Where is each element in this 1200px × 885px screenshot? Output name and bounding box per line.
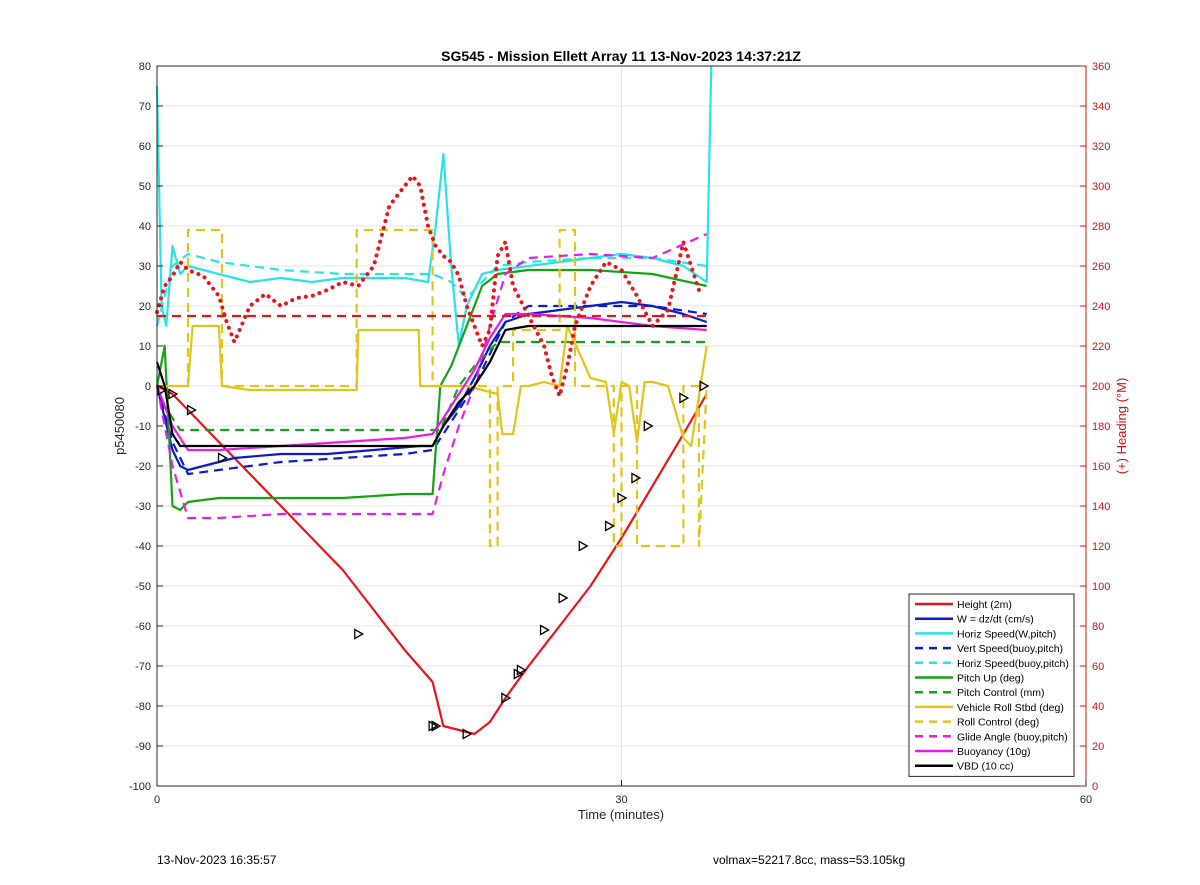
footer-mass-info: volmax=52217.8cc, mass=53.105kg <box>713 853 906 867</box>
y2-tick-label: 180 <box>1092 421 1110 433</box>
x-axis: 0 30 60 <box>154 780 1092 806</box>
x-tick-label: 0 <box>154 794 160 806</box>
legend-label: Vehicle Roll Stbd (deg) <box>957 702 1064 714</box>
height-marker <box>462 728 473 740</box>
y-tick-label: 30 <box>139 261 151 273</box>
height-marker <box>516 664 527 676</box>
series-line-12 <box>155 174 701 398</box>
height-marker <box>539 624 550 636</box>
y-tick-label: -50 <box>135 581 151 593</box>
height-marker <box>578 540 589 552</box>
height-marker <box>501 692 512 704</box>
series-line-9 <box>155 232 708 520</box>
legend-label: Pitch Up (deg) <box>957 673 1024 685</box>
y2-tick-label: 340 <box>1092 101 1110 113</box>
height-marker <box>354 628 365 640</box>
series-line-5 <box>155 268 707 512</box>
series-line-7 <box>157 324 708 448</box>
y2-axis-label: (+) Heading (°M) <box>1114 378 1129 475</box>
height-marker <box>617 492 628 504</box>
y-tick-label: -80 <box>135 701 151 713</box>
y2-tick-label: 200 <box>1092 381 1110 393</box>
y2-tick-label: 60 <box>1092 661 1104 673</box>
y2-tick-label: 280 <box>1092 221 1110 233</box>
legend-label: Vert Speed(buoy,pitch) <box>957 643 1063 655</box>
y2-tick-label: 220 <box>1092 341 1110 353</box>
y-tick-label: 70 <box>139 101 151 113</box>
series-layer <box>155 65 713 736</box>
y2-tick-label: 300 <box>1092 181 1110 193</box>
y-tick-label: -20 <box>135 461 151 473</box>
height-marker <box>428 720 439 732</box>
y-tick-label: -90 <box>135 741 151 753</box>
height-marker <box>643 420 654 432</box>
y-tick-label: 10 <box>139 341 151 353</box>
y-axis-label: p5450080 <box>112 397 127 455</box>
y2-tick-label: 100 <box>1092 581 1110 593</box>
legend-label: W = dz/dt (cm/s) <box>957 614 1034 626</box>
x-tick-label: 30 <box>615 794 627 806</box>
y2-tick-label: 80 <box>1092 621 1104 633</box>
y2-tick-label: 20 <box>1092 741 1104 753</box>
height-marker <box>558 592 569 604</box>
y2-tick-label: 140 <box>1092 501 1110 513</box>
y-tick-label: -70 <box>135 661 151 673</box>
legend: Height (2m) W = dz/dt (cm/s) Horiz Speed(W… <box>908 593 1075 777</box>
series-line-4 <box>155 252 707 327</box>
y-tick-label: -60 <box>135 621 151 633</box>
y-tick-label: 80 <box>139 61 151 73</box>
legend-box <box>908 593 1075 777</box>
legend-label: Height (2m) <box>957 599 1012 611</box>
height-marker <box>186 404 197 416</box>
legend-label: Horiz Speed(buoy,pitch) <box>957 658 1069 670</box>
y2-tick-label: 160 <box>1092 461 1110 473</box>
y-tick-label: -40 <box>135 541 151 553</box>
height-marker <box>157 384 168 396</box>
y2-tick-label: 40 <box>1092 701 1104 713</box>
left-axis: -100-90-80-70-60-50-40-30-20-10010203040… <box>129 61 163 793</box>
legend-label: Pitch Control (mm) <box>957 687 1045 699</box>
markers-layer <box>157 380 710 740</box>
y-tick-label: -30 <box>135 501 151 513</box>
y2-tick-label: 360 <box>1092 61 1110 73</box>
right-axis: 0 20 40 60 80 100 120 140 160 180 200 220 240 260 280 3… <box>1080 61 1110 793</box>
y2-tick-label: 240 <box>1092 301 1110 313</box>
height-marker <box>699 380 710 392</box>
x-axis-label: Time (minutes) <box>578 807 664 822</box>
series-line-0 <box>156 385 708 736</box>
series-line-6 <box>155 340 707 432</box>
y-tick-label: 0 <box>145 381 151 393</box>
height-marker <box>604 520 615 532</box>
series-line-11 <box>155 324 707 448</box>
y2-tick-label: 0 <box>1092 781 1098 793</box>
legend-label: Glide Angle (buoy,pitch) <box>957 731 1068 743</box>
y-tick-label: 60 <box>139 141 151 153</box>
legend-label: VBD (10 cc) <box>957 761 1014 773</box>
legend-label: Buoyancy (10g) <box>957 746 1031 758</box>
height-marker <box>631 472 642 484</box>
chart-title: SG545 - Mission Ellett Array 11 13-Nov-2… <box>441 48 801 64</box>
height-marker <box>217 452 228 464</box>
y2-tick-label: 120 <box>1092 541 1110 553</box>
height-marker <box>168 388 179 400</box>
legend-label: Roll Control (deg) <box>957 717 1039 729</box>
series-line-8 <box>157 228 708 548</box>
y-tick-label: -10 <box>135 421 151 433</box>
y-tick-label: -100 <box>129 781 151 793</box>
y2-tick-label: 260 <box>1092 261 1110 273</box>
legend-label: Horiz Speed(W,pitch) <box>957 628 1056 640</box>
x-tick-label: 60 <box>1080 794 1092 806</box>
y2-tick-label: 320 <box>1092 141 1110 153</box>
footer-timestamp: 13-Nov-2023 16:35:57 <box>157 853 277 867</box>
height-marker <box>513 668 524 680</box>
y-tick-label: 40 <box>139 221 151 233</box>
y-tick-label: 50 <box>139 181 151 193</box>
height-marker <box>679 392 690 404</box>
y-tick-label: 20 <box>139 301 151 313</box>
height-marker <box>431 720 442 732</box>
